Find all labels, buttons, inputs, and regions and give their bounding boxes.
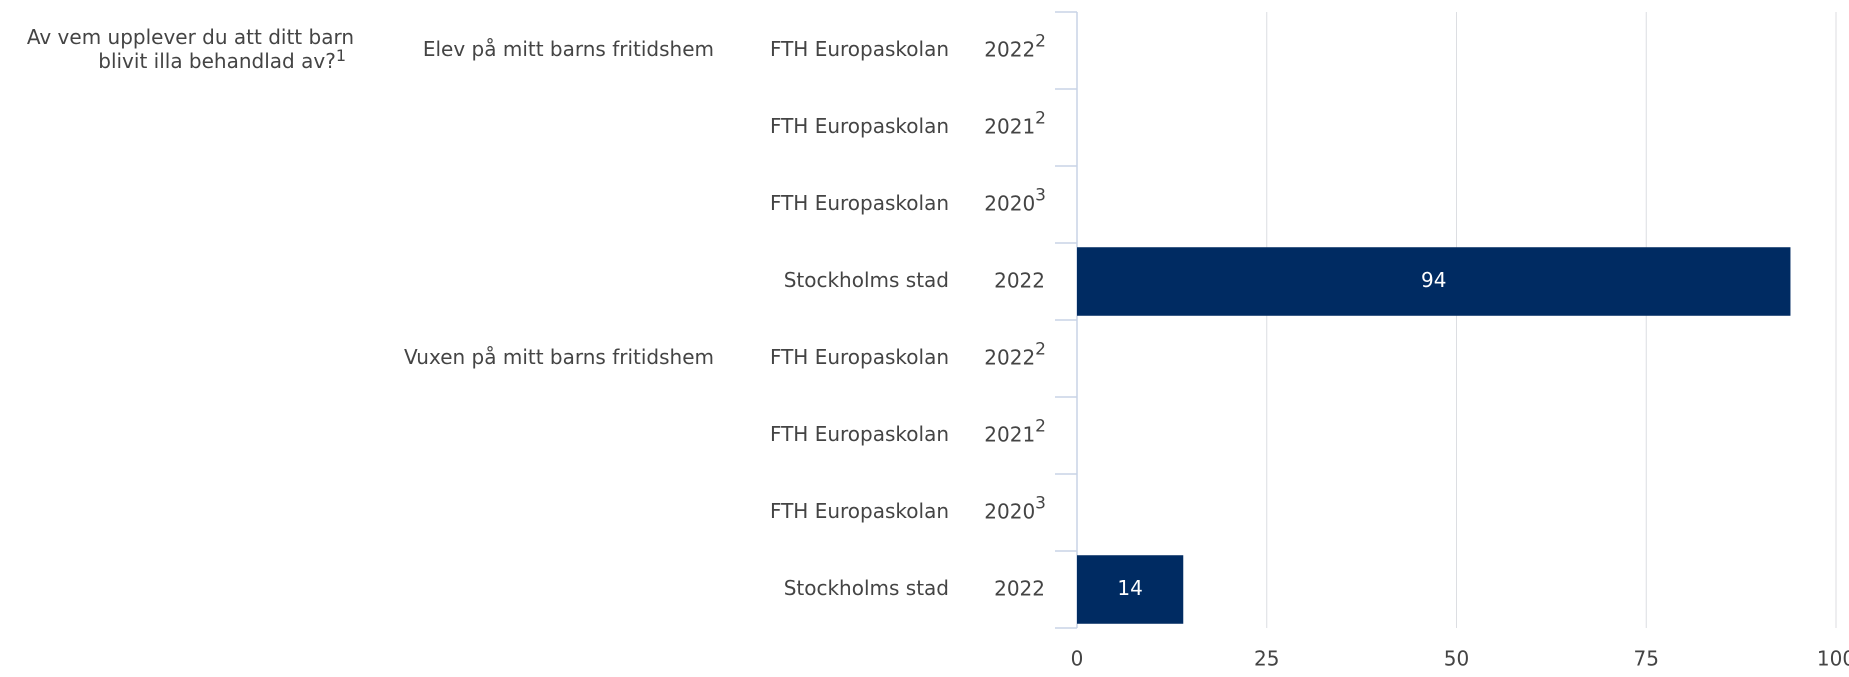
year: 2021 — [984, 114, 1035, 138]
bar — [1077, 247, 1791, 316]
title-note: 1 — [336, 46, 346, 65]
category-label: FTH Europaskolan — [770, 114, 949, 138]
year: 2021 — [984, 422, 1035, 446]
x-tick-label: 100 — [1817, 647, 1849, 671]
category-label: FTH Europaskolan — [770, 345, 949, 369]
category-label: Stockholms stad — [784, 268, 949, 292]
category-label: Stockholms stad — [784, 576, 949, 600]
group-label: Vuxen på mitt barns fritidshem — [404, 345, 714, 369]
chart-title: Av vem upplever du att ditt barn blivit i… — [27, 25, 354, 73]
year-label: 2022 — [994, 268, 1045, 292]
value-label: 94 — [1421, 268, 1446, 292]
title-line: Av vem upplever du att ditt barn — [27, 25, 354, 49]
year-note: 3 — [1035, 186, 1046, 206]
year: 2022 — [984, 37, 1035, 61]
category-label: FTH Europaskolan — [770, 191, 949, 215]
year: 2020 — [984, 499, 1035, 523]
year-label: 20203 — [984, 186, 1046, 216]
x-tick-label: 75 — [1634, 647, 1659, 671]
year: 2022 — [994, 268, 1045, 292]
category-label: FTH Europaskolan — [770, 499, 949, 523]
year-label: 2022 — [994, 576, 1045, 600]
year-note: 2 — [1035, 417, 1046, 437]
year-note: 3 — [1035, 494, 1046, 514]
year-label: 20212 — [984, 109, 1046, 139]
x-tick-label: 50 — [1444, 647, 1469, 671]
year-note: 2 — [1035, 340, 1046, 360]
year-note: 2 — [1035, 109, 1046, 129]
year-label: 20212 — [984, 417, 1046, 447]
year: 2020 — [984, 191, 1035, 215]
year-label: 20222 — [984, 340, 1046, 370]
value-label: 14 — [1117, 576, 1142, 600]
year-note: 2 — [1035, 32, 1046, 52]
year-label: 20203 — [984, 494, 1046, 524]
x-tick-label: 25 — [1254, 647, 1279, 671]
group-label: Elev på mitt barns fritidshem — [423, 37, 714, 61]
bar — [1077, 555, 1184, 624]
year: 2022 — [994, 576, 1045, 600]
year: 2022 — [984, 345, 1035, 369]
title-line: blivit illa behandlad av? — [98, 49, 336, 73]
category-label: FTH Europaskolan — [770, 37, 949, 61]
year-label: 20222 — [984, 32, 1046, 62]
category-label: FTH Europaskolan — [770, 422, 949, 446]
x-tick-label: 0 — [1071, 647, 1084, 671]
